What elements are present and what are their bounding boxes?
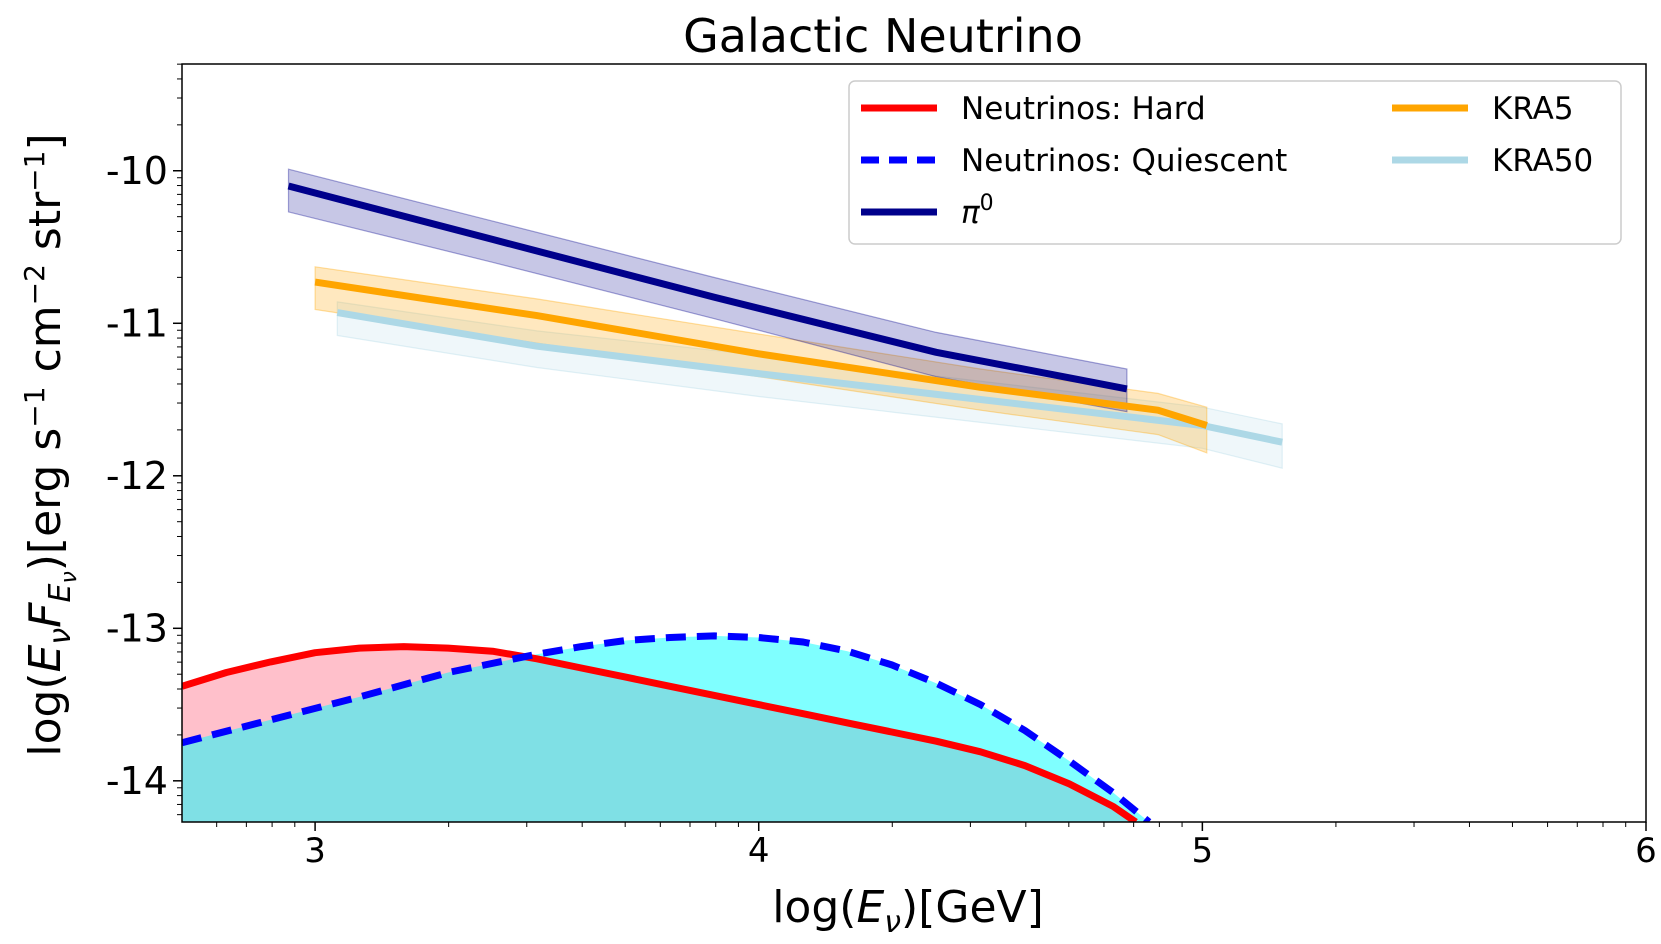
x-tick-label: 5	[1192, 831, 1214, 871]
plot-frame	[181, 63, 1647, 823]
y-tick-label: -10	[106, 149, 168, 193]
y-tick-label: -13	[106, 606, 168, 650]
series-lines	[182, 182, 1283, 822]
line-kra50	[336, 309, 1283, 446]
line-quiescent	[182, 632, 1152, 822]
y-axis-label: log(EνFEν)[erg s−1 cm−2 str−1]	[18, 133, 82, 756]
legend-label-quiescent: Neutrinos: Quiescent	[961, 143, 1287, 179]
axis-ticks: 3 4 5 6 -10 -11 -12 -13 -14	[106, 63, 1657, 871]
line-kra5	[314, 278, 1208, 429]
area-fills	[182, 635, 1150, 822]
x-tick-label: 6	[1635, 831, 1657, 871]
line-pi0	[287, 182, 1128, 393]
legend-label-pi0: π0	[961, 191, 994, 231]
line-hard	[182, 643, 1138, 822]
y-tick-label: -12	[106, 454, 168, 498]
legend: Neutrinos: Hard Neutrinos: Quiescent π0 …	[848, 80, 1622, 245]
legend-label-kra50: KRA50	[1492, 143, 1593, 179]
legend-label-kra5: KRA5	[1492, 91, 1574, 127]
x-tick-label: 4	[748, 831, 770, 871]
legend-box	[848, 80, 1622, 245]
y-tick-label: -11	[106, 301, 168, 345]
y-tick-label: -14	[106, 759, 168, 803]
legend-label-hard: Neutrinos: Hard	[961, 91, 1206, 127]
x-tick-label: 3	[304, 831, 326, 871]
chart-title: Galactic Neutrino	[683, 9, 1083, 63]
x-axis-label: log(Eν)[GeV]	[772, 882, 1044, 940]
